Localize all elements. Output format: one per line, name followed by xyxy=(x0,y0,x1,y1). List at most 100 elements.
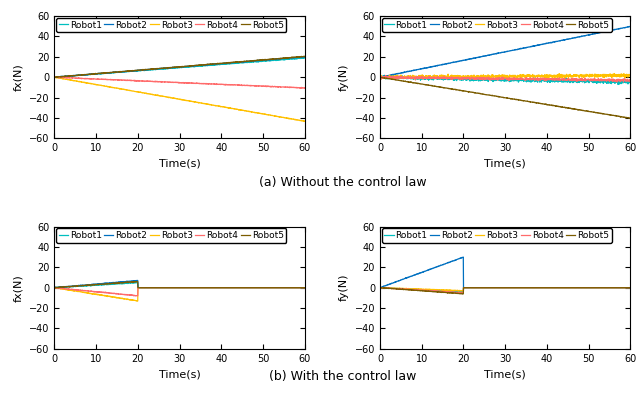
Robot5 xyxy=(188,285,195,290)
Robot1 xyxy=(381,73,388,78)
Robot5 xyxy=(134,279,141,284)
Robot5 xyxy=(51,285,58,290)
Robot4 xyxy=(84,288,92,293)
Robot3 xyxy=(410,286,417,291)
Robot2 xyxy=(84,282,92,287)
Robot4 xyxy=(182,285,190,290)
Text: (a) Without the control law: (a) Without the control law xyxy=(259,176,426,189)
Line: Robot4: Robot4 xyxy=(54,77,305,88)
Robot3 xyxy=(136,285,143,290)
Robot3 xyxy=(376,286,384,290)
Robot2 xyxy=(136,285,143,290)
Robot4 xyxy=(376,285,384,290)
Robot3 xyxy=(301,285,308,290)
X-axis label: Time(s): Time(s) xyxy=(484,369,526,379)
Robot4 xyxy=(459,291,467,296)
Robot1 xyxy=(508,285,516,290)
Robot1 xyxy=(461,75,468,80)
Robot3 xyxy=(459,289,467,294)
Robot3 xyxy=(376,285,384,290)
Robot4 xyxy=(419,288,426,292)
Robot5 xyxy=(376,75,384,80)
Line: Robot3: Robot3 xyxy=(380,288,630,291)
Robot1 xyxy=(485,77,493,82)
Robot2 xyxy=(51,285,58,290)
Robot1 xyxy=(410,75,417,80)
Robot4 xyxy=(627,77,634,82)
Robot3 xyxy=(84,290,92,295)
Robot5 xyxy=(182,285,190,290)
Robot3 xyxy=(556,71,563,76)
Robot3 xyxy=(51,285,58,290)
Legend: Robot1, Robot2, Robot3, Robot4, Robot5: Robot1, Robot2, Robot3, Robot4, Robot5 xyxy=(56,228,286,243)
Robot4 xyxy=(380,285,388,290)
Line: Robot5: Robot5 xyxy=(54,56,305,77)
Robot2 xyxy=(419,270,426,275)
Robot1 xyxy=(132,280,140,285)
Text: (b) With the control law: (b) With the control law xyxy=(269,371,416,383)
Robot5 xyxy=(410,81,417,85)
Robot5 xyxy=(159,285,167,290)
Robot3 xyxy=(513,74,521,79)
Line: Robot2: Robot2 xyxy=(380,26,630,77)
Robot5 xyxy=(136,285,143,290)
Robot5 xyxy=(84,72,92,77)
Robot5 xyxy=(419,288,426,293)
X-axis label: Time(s): Time(s) xyxy=(159,159,200,169)
Robot3 xyxy=(51,285,59,290)
Robot4 xyxy=(376,76,384,81)
Robot1 xyxy=(93,71,100,76)
Robot4 xyxy=(627,285,634,290)
Robot4 xyxy=(182,80,190,85)
Legend: Robot1, Robot2, Robot3, Robot4, Robot5: Robot1, Robot2, Robot3, Robot4, Robot5 xyxy=(382,228,612,243)
Y-axis label: fx(N): fx(N) xyxy=(13,274,24,302)
Robot1 xyxy=(410,287,417,292)
Robot3 xyxy=(188,99,195,104)
Robot1 xyxy=(461,285,468,290)
Line: Robot4: Robot4 xyxy=(380,288,630,293)
Robot4 xyxy=(51,75,59,79)
Robot4 xyxy=(508,77,516,82)
Robot2 xyxy=(93,71,100,76)
Robot4 xyxy=(508,285,516,290)
Robot1 xyxy=(627,81,634,86)
Line: Robot5: Robot5 xyxy=(54,282,305,288)
Robot2 xyxy=(376,286,384,290)
Robot2 xyxy=(301,54,308,59)
Robot2 xyxy=(188,63,195,68)
Robot5 xyxy=(93,71,100,76)
Robot2 xyxy=(301,54,308,59)
Robot5 xyxy=(410,288,417,292)
Robot1 xyxy=(485,285,493,290)
Robot3 xyxy=(461,285,468,290)
Robot4 xyxy=(613,80,621,85)
Robot5 xyxy=(376,285,384,290)
Robot1 xyxy=(51,285,58,290)
Robot2 xyxy=(182,64,190,69)
Robot5 xyxy=(485,285,493,290)
Robot3 xyxy=(182,285,190,290)
Robot4 xyxy=(135,78,143,83)
Robot5 xyxy=(52,286,60,290)
Robot4 xyxy=(51,75,58,80)
Robot5 xyxy=(376,75,384,80)
Robot2 xyxy=(188,285,195,290)
Robot5 xyxy=(300,54,308,59)
Robot3 xyxy=(485,285,493,290)
Robot2 xyxy=(485,285,493,290)
Robot2 xyxy=(52,75,60,80)
Robot3 xyxy=(410,75,417,80)
X-axis label: Time(s): Time(s) xyxy=(159,369,200,379)
Robot2 xyxy=(51,75,58,80)
Robot5 xyxy=(51,75,59,80)
Robot2 xyxy=(52,286,60,290)
Robot2 xyxy=(419,66,426,71)
Robot4 xyxy=(51,285,59,290)
Legend: Robot1, Robot2, Robot3, Robot4, Robot5: Robot1, Robot2, Robot3, Robot4, Robot5 xyxy=(382,18,612,32)
Line: Robot1: Robot1 xyxy=(380,288,630,292)
Robot5 xyxy=(461,89,468,93)
Robot3 xyxy=(93,292,100,297)
Robot2 xyxy=(508,48,516,53)
Robot1 xyxy=(376,76,384,81)
Robot3 xyxy=(627,285,634,290)
